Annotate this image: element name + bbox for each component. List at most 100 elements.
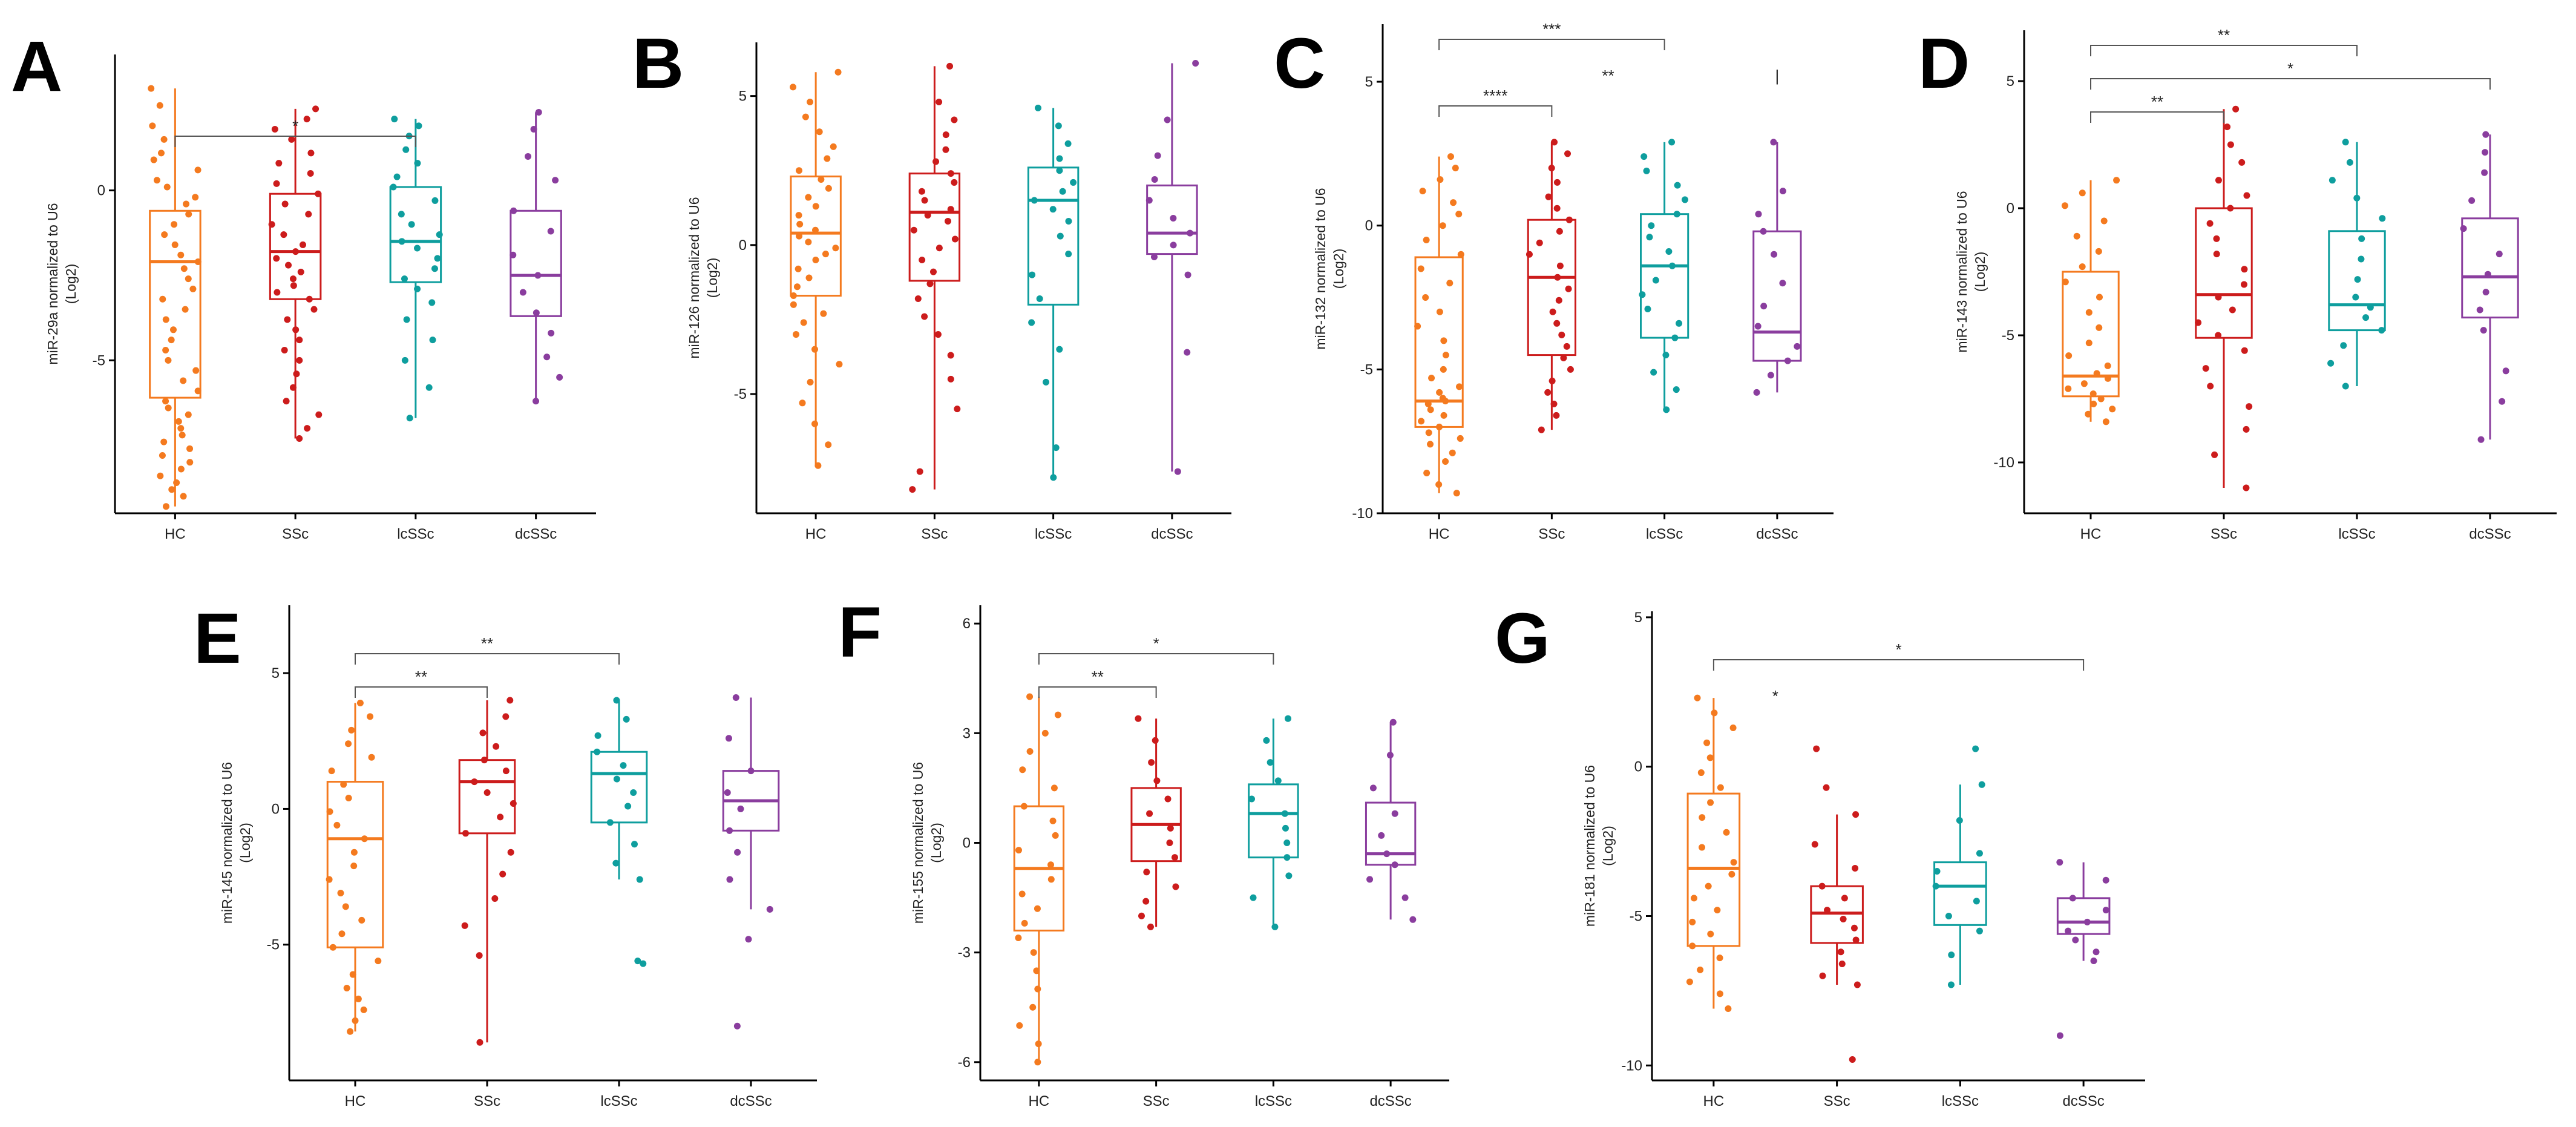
data-point: [1544, 389, 1552, 396]
data-point: [296, 356, 303, 364]
data-point: [358, 916, 365, 924]
box-iqr: [1640, 213, 1689, 339]
y-tick-label: -3: [958, 945, 971, 961]
data-point: [921, 197, 928, 204]
data-point: [1391, 810, 1398, 817]
data-point: [150, 156, 157, 163]
data-point: [328, 767, 335, 775]
data-point: [1015, 935, 1022, 941]
box-group-HC: [790, 68, 843, 469]
box-group-dcSSc: [1752, 139, 1802, 396]
data-point: [497, 813, 504, 821]
data-point: [356, 699, 364, 706]
x-tick-label-HC: HC: [1429, 526, 1450, 542]
data-point: [307, 150, 315, 157]
data-point: [947, 375, 954, 383]
data-point: [1639, 291, 1646, 298]
data-point: [326, 808, 333, 815]
data-point: [2238, 159, 2246, 166]
significance-bracket: [1438, 39, 1665, 50]
x-tick-label-HC: HC: [1703, 1093, 1725, 1109]
significance-label: **: [1092, 668, 1104, 686]
box-iqr: [1027, 166, 1080, 306]
data-point: [1538, 426, 1545, 433]
data-point: [1070, 179, 1077, 186]
data-point: [929, 268, 937, 275]
box-group-lcSSc: [2327, 139, 2386, 390]
box-group-SSc: [908, 62, 961, 493]
data-point: [1551, 139, 1558, 146]
data-point: [368, 754, 375, 761]
y-axis-title: miR-29a normalized to U6 (Log2): [45, 203, 79, 364]
data-point: [148, 85, 155, 92]
data-point: [177, 251, 185, 258]
data-point: [289, 275, 297, 283]
data-point: [1167, 824, 1174, 832]
data-point: [1755, 211, 1762, 218]
data-point: [1171, 854, 1178, 861]
data-point: [594, 732, 601, 739]
data-point: [2224, 123, 2231, 131]
data-point: [296, 337, 303, 344]
data-point: [1174, 468, 1181, 475]
data-point: [1020, 803, 1027, 810]
box-group-dcSSc: [722, 694, 780, 1030]
data-point: [1164, 795, 1172, 803]
box-iqr: [1933, 861, 1987, 926]
y-tick-label: -5: [93, 352, 105, 369]
data-point: [1065, 217, 1072, 225]
data-point: [1049, 206, 1057, 213]
data-point: [342, 903, 349, 910]
data-point: [547, 228, 554, 235]
data-point: [352, 1017, 359, 1024]
box-group-lcSSc: [1639, 139, 1689, 413]
data-point: [293, 370, 300, 378]
data-point: [307, 170, 314, 177]
x-tick-label-lcSSc: lcSSc: [2338, 526, 2375, 542]
data-point: [814, 462, 822, 469]
data-point: [2207, 383, 2214, 390]
data-point: [1452, 165, 1459, 172]
data-point: [1034, 1059, 1041, 1066]
data-point: [343, 984, 350, 991]
data-point: [796, 232, 803, 240]
data-point: [533, 398, 540, 405]
data-point: [292, 248, 300, 255]
y-tick-label: 5: [1634, 610, 1642, 626]
data-point: [337, 889, 344, 896]
data-point: [1417, 265, 1424, 272]
data-point: [2104, 375, 2111, 382]
data-point: [2460, 225, 2467, 232]
panel-letter-E: E: [194, 599, 241, 678]
significance-bracket: [1712, 659, 2085, 671]
data-point: [1671, 334, 1679, 341]
data-point: [2090, 400, 2097, 407]
data-point: [1711, 709, 1718, 717]
box-group-dcSSc: [2056, 859, 2111, 1039]
x-tick-label-SSc: SSc: [474, 1093, 500, 1109]
data-point: [2096, 294, 2103, 301]
x-tick-label-SSc: SSc: [1538, 526, 1565, 542]
data-point: [2227, 205, 2234, 212]
significance-label: *: [292, 117, 298, 135]
data-point: [1150, 254, 1158, 261]
data-point: [1170, 215, 1177, 222]
box-group-HC: [1414, 153, 1464, 497]
data-point: [766, 905, 773, 913]
data-point: [180, 265, 188, 272]
box-group-lcSSc: [1248, 715, 1299, 930]
data-point: [2243, 426, 2250, 433]
data-point: [636, 876, 643, 883]
data-point: [2089, 390, 2097, 398]
data-point: [502, 767, 510, 775]
data-point: [185, 411, 192, 418]
data-point: [1948, 951, 1955, 959]
data-point: [329, 944, 336, 951]
data-point: [2502, 367, 2509, 375]
data-point: [360, 1006, 367, 1013]
data-point: [1389, 718, 1397, 726]
data-point: [947, 352, 954, 359]
data-point: [2480, 327, 2487, 334]
data-point: [303, 116, 310, 123]
data-point: [425, 384, 433, 391]
